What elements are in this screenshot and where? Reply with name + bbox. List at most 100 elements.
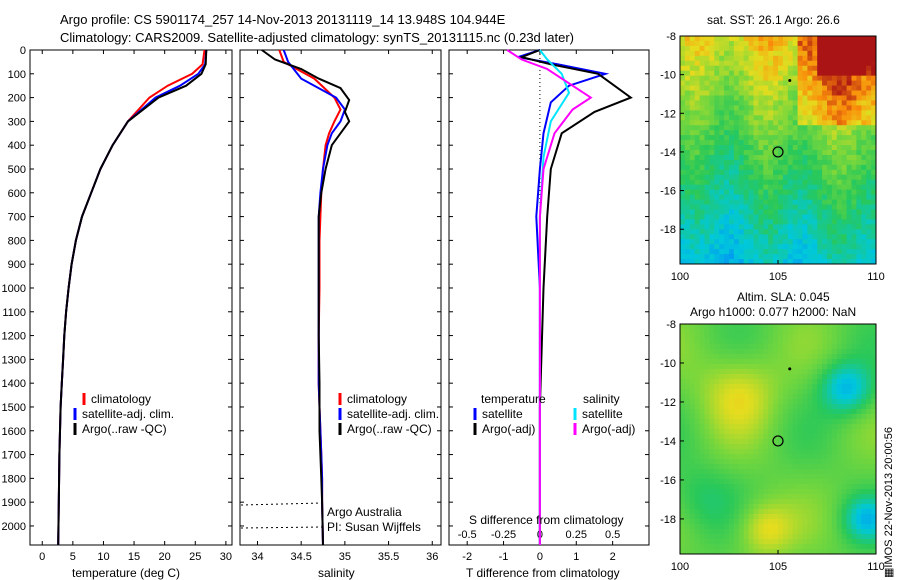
heatmap-cell bbox=[738, 379, 745, 385]
heatmap-cell bbox=[778, 504, 784, 510]
heatmap-cell bbox=[704, 424, 710, 430]
heatmap-cell bbox=[787, 374, 794, 380]
heatmap-cell bbox=[680, 449, 686, 455]
heatmap-cell bbox=[709, 36, 715, 42]
heatmap-cell bbox=[748, 189, 754, 196]
heatmap-cell bbox=[680, 259, 686, 265]
heatmap-cell bbox=[753, 214, 759, 220]
heatmap-cell bbox=[699, 214, 705, 220]
heatmap-cell bbox=[699, 524, 705, 530]
heatmap-cell bbox=[758, 85, 764, 91]
heatmap-cell bbox=[812, 259, 818, 265]
heatmap-cell bbox=[871, 204, 877, 210]
heatmap-cell bbox=[709, 219, 715, 225]
heatmap-cell bbox=[836, 449, 843, 455]
heatmap-cell bbox=[851, 384, 857, 390]
heatmap-cell bbox=[704, 125, 710, 131]
heatmap-cell bbox=[871, 199, 877, 205]
heatmap-cell bbox=[743, 419, 749, 425]
heatmap-cell bbox=[827, 229, 833, 235]
heatmap-cell bbox=[738, 434, 745, 440]
heatmap-cell bbox=[704, 409, 710, 415]
heatmap-cell bbox=[689, 45, 696, 52]
heatmap-cell bbox=[758, 524, 764, 530]
heatmap-cell bbox=[827, 329, 833, 335]
heatmap-cell bbox=[866, 444, 872, 450]
heatmap-cell bbox=[822, 374, 828, 380]
heatmap-cell bbox=[817, 529, 823, 535]
heatmap-cell bbox=[787, 444, 794, 450]
heatmap-cell bbox=[871, 489, 877, 495]
heatmap-cell bbox=[748, 229, 754, 235]
heatmap-cell bbox=[827, 115, 833, 121]
heatmap-cell bbox=[729, 239, 735, 245]
heatmap-cell bbox=[694, 36, 700, 42]
heatmap-cell bbox=[831, 479, 838, 485]
heatmap-cell bbox=[807, 259, 813, 265]
heatmap-cell bbox=[738, 130, 745, 136]
heatmap-cell bbox=[773, 60, 779, 67]
heatmap-cell bbox=[802, 474, 808, 480]
heatmap-cell bbox=[841, 184, 847, 191]
heatmap-cell bbox=[694, 504, 700, 510]
heatmap-cell bbox=[709, 524, 715, 530]
heatmap-cell bbox=[797, 434, 803, 440]
heatmap-cell bbox=[763, 164, 769, 171]
heatmap-cell bbox=[787, 154, 794, 161]
heatmap-cell bbox=[787, 214, 794, 220]
heatmap-cell bbox=[778, 105, 784, 111]
heatmap-cell bbox=[846, 154, 852, 161]
heatmap-cell bbox=[871, 164, 877, 171]
map-y-tick-label: -8 bbox=[666, 319, 676, 331]
heatmap-cell bbox=[729, 329, 735, 335]
heatmap-cell bbox=[787, 449, 794, 455]
heatmap-cell bbox=[768, 359, 774, 365]
heatmap-cell bbox=[768, 55, 774, 62]
heatmap-cell bbox=[738, 254, 745, 260]
heatmap-cell bbox=[827, 100, 833, 106]
heatmap-cell bbox=[787, 179, 794, 186]
heatmap-cell bbox=[866, 404, 872, 410]
heatmap-cell bbox=[812, 454, 818, 460]
heatmap-cell bbox=[680, 419, 686, 425]
heatmap-cell bbox=[851, 469, 857, 475]
heatmap-cell bbox=[866, 364, 872, 370]
heatmap-cell bbox=[827, 509, 833, 515]
heatmap-cell bbox=[704, 489, 710, 495]
heatmap-cell bbox=[836, 45, 843, 52]
heatmap-cell bbox=[753, 75, 759, 82]
heatmap-cell bbox=[768, 354, 774, 360]
heatmap-cell bbox=[704, 429, 710, 435]
heatmap-cell bbox=[719, 249, 725, 255]
heatmap-cell bbox=[743, 389, 749, 395]
heatmap-cell bbox=[787, 36, 794, 42]
heatmap-cell bbox=[699, 249, 705, 255]
heatmap-cell bbox=[778, 324, 784, 330]
heatmap-cell bbox=[773, 55, 779, 62]
heatmap-cell bbox=[743, 164, 749, 171]
heatmap-cell bbox=[768, 239, 774, 245]
heatmap-cell bbox=[684, 80, 691, 86]
heatmap-cell bbox=[773, 75, 779, 82]
heatmap-cell bbox=[714, 364, 720, 370]
heatmap-cell bbox=[827, 140, 833, 146]
heatmap-cell bbox=[689, 409, 696, 415]
map-y-tick-label: -8 bbox=[666, 31, 676, 43]
heatmap-cell bbox=[782, 444, 789, 450]
heatmap-cell bbox=[753, 179, 759, 186]
heatmap-cell bbox=[802, 224, 808, 230]
heatmap-cell bbox=[709, 474, 715, 480]
heatmap-cell bbox=[714, 100, 720, 106]
heatmap-cell bbox=[827, 105, 833, 111]
heatmap-cell bbox=[792, 239, 798, 245]
heatmap-cell bbox=[724, 429, 730, 435]
heatmap-cell bbox=[866, 434, 872, 440]
temp-legend-climatology: climatology bbox=[91, 392, 151, 406]
heatmap-cell bbox=[758, 344, 764, 350]
heatmap-cell bbox=[743, 110, 749, 116]
heatmap-cell bbox=[714, 159, 720, 166]
heatmap-cell bbox=[807, 459, 813, 465]
heatmap-cell bbox=[817, 194, 823, 200]
heatmap-cell bbox=[763, 135, 769, 141]
heatmap-cell bbox=[782, 489, 789, 495]
